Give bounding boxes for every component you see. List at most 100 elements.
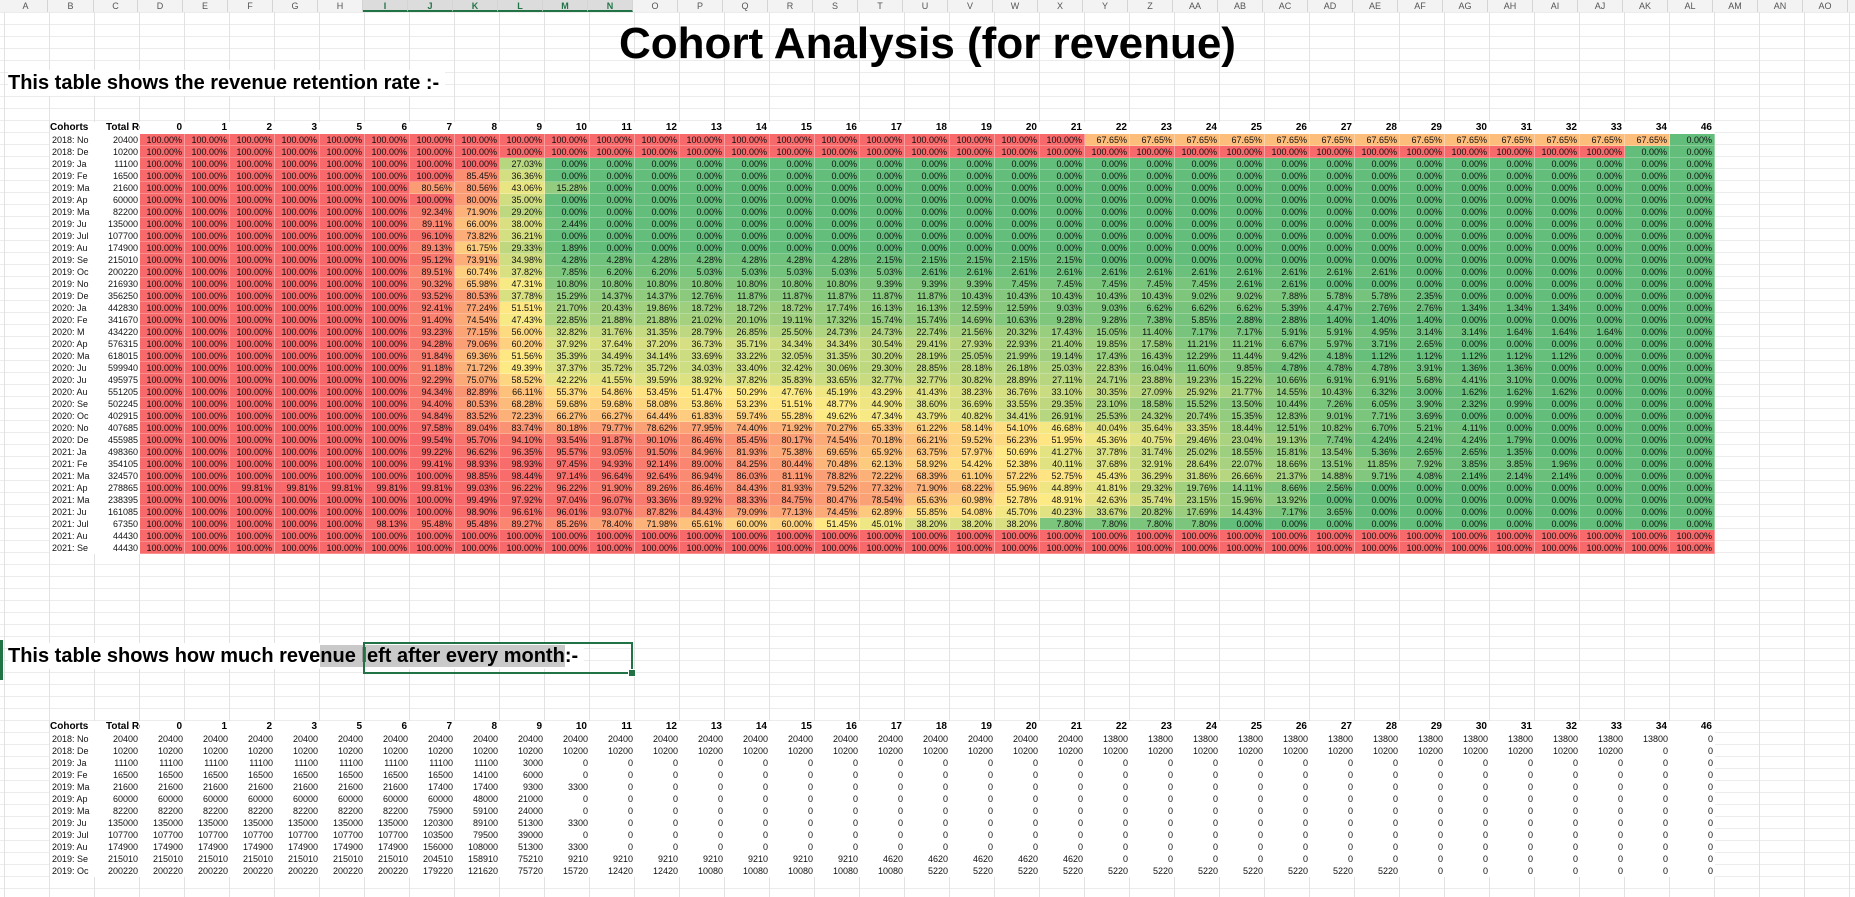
retention-cell[interactable]: 1.40% [1310,314,1355,326]
revenue-cell[interactable]: 200220 [365,865,410,877]
revenue-cell[interactable]: 0 [1445,757,1490,769]
retention-cell[interactable]: 78.40% [590,518,635,530]
retention-cell[interactable]: 92.64% [635,470,680,482]
retention-cell[interactable]: 14.11% [1220,482,1265,494]
retention-cell[interactable]: 58.52% [500,374,545,386]
retention-cell[interactable]: 100.00% [320,422,365,434]
revenue-cell[interactable]: 11100 [140,757,185,769]
retention-cell[interactable]: 100.00% [140,278,185,290]
revenue-cell[interactable]: 11100 [410,757,455,769]
retention-cell[interactable]: 9.28% [1040,314,1085,326]
retention-cell[interactable]: 0.00% [635,230,680,242]
retention-cell[interactable]: 11.21% [1220,338,1265,350]
retention-cell[interactable]: 34.03% [680,362,725,374]
retention-cell[interactable]: 0.00% [905,182,950,194]
retention-cell[interactable]: 6.62% [1220,302,1265,314]
cohort-total[interactable]: 107700 [106,230,140,242]
revenue-cell[interactable]: 16500 [140,769,185,781]
retention-cell[interactable]: 19.23% [1175,374,1220,386]
retention-cell[interactable]: 100.00% [1580,530,1625,542]
retention-cell[interactable]: 0.00% [1130,170,1175,182]
retention-cell[interactable]: 94.93% [590,458,635,470]
retention-cell[interactable]: 67.65% [1355,134,1400,146]
retention-cell[interactable]: 100.00% [590,530,635,542]
retention-cell[interactable]: 7.17% [1265,506,1310,518]
retention-cell[interactable]: 91.84% [410,350,455,362]
revenue-cell[interactable]: 60000 [275,793,320,805]
revenue-cell[interactable]: 0 [770,817,815,829]
month-header[interactable]: 22 [1085,721,1130,733]
revenue-cell[interactable]: 0 [1310,853,1355,865]
revenue-cell[interactable]: 12420 [590,865,635,877]
retention-cell[interactable]: 0.00% [1445,410,1490,422]
retention-cell[interactable]: 0.00% [1130,206,1175,218]
retention-cell[interactable]: 100.00% [275,290,320,302]
revenue-cell[interactable]: 15720 [545,865,590,877]
retention-cell[interactable]: 0.00% [1265,230,1310,242]
retention-cell[interactable]: 5.03% [770,266,815,278]
revenue-cell[interactable]: 10200 [905,745,950,757]
column-letter-ab[interactable]: AB [1218,0,1263,12]
retention-cell[interactable]: 100.00% [320,206,365,218]
revenue-cell[interactable]: 20400 [815,733,860,745]
retention-cell[interactable]: 100.00% [1400,530,1445,542]
cohort-total[interactable]: 215010 [106,853,140,865]
month-header[interactable]: 18 [905,122,950,134]
retention-cell[interactable]: 0.00% [860,230,905,242]
retention-cell[interactable]: 0.00% [1670,218,1715,230]
column-letter-v[interactable]: V [948,0,993,12]
revenue-cell[interactable]: 0 [1490,865,1535,877]
retention-cell[interactable]: 0.00% [1670,278,1715,290]
retention-cell[interactable]: 0.00% [1355,506,1400,518]
retention-cell[interactable]: 0.00% [905,218,950,230]
revenue-cell[interactable]: 21000 [500,793,545,805]
retention-cell[interactable]: 65.92% [860,446,905,458]
revenue-cell[interactable]: 0 [590,817,635,829]
cohort-label[interactable]: 2020: Ju [50,374,106,386]
retention-cell[interactable]: 100.00% [1310,146,1355,158]
retention-cell[interactable]: 11.40% [1130,326,1175,338]
retention-cell[interactable]: 14.37% [635,290,680,302]
revenue-cell[interactable]: 60000 [230,793,275,805]
retention-cell[interactable]: 100.00% [770,146,815,158]
retention-cell[interactable]: 0.00% [1535,290,1580,302]
revenue-cell[interactable]: 0 [770,805,815,817]
retention-cell[interactable]: 100.00% [230,302,275,314]
revenue-cell[interactable]: 5220 [1130,865,1175,877]
retention-cell[interactable]: 72.23% [500,410,545,422]
retention-cell[interactable]: 3.14% [1400,326,1445,338]
retention-cell[interactable]: 78.54% [860,494,905,506]
revenue-cell[interactable]: 0 [1670,841,1715,853]
cohort-label[interactable]: 2021: Jul [50,518,106,530]
revenue-cell[interactable]: 0 [1535,841,1580,853]
revenue-cell[interactable]: 0 [1445,805,1490,817]
retention-cell[interactable]: 100.00% [1400,542,1445,554]
retention-cell[interactable]: 3.10% [1490,374,1535,386]
retention-cell[interactable]: 53.45% [635,386,680,398]
retention-cell[interactable]: 5.03% [860,266,905,278]
retention-cell[interactable]: 0.00% [1040,218,1085,230]
retention-cell[interactable]: 13.50% [1220,398,1265,410]
retention-cell[interactable]: 100.00% [410,194,455,206]
month-header[interactable]: 26 [1265,122,1310,134]
retention-cell[interactable]: 0.00% [770,218,815,230]
retention-cell[interactable]: 0.00% [1580,362,1625,374]
revenue-cell[interactable]: 0 [1625,841,1670,853]
retention-cell[interactable]: 100.00% [365,386,410,398]
retention-cell[interactable]: 0.00% [1265,158,1310,170]
retention-cell[interactable]: 0.00% [1445,278,1490,290]
revenue-cell[interactable]: 11100 [275,757,320,769]
retention-cell[interactable]: 100.00% [320,494,365,506]
revenue-cell[interactable]: 0 [1670,829,1715,841]
retention-cell[interactable]: 100.00% [1175,530,1220,542]
retention-cell[interactable]: 15.74% [905,314,950,326]
retention-cell[interactable]: 100.00% [1265,146,1310,158]
column-letter-i[interactable]: I [363,0,408,12]
revenue-cell[interactable]: 0 [1040,841,1085,853]
retention-cell[interactable]: 83.52% [455,410,500,422]
revenue-cell[interactable]: 0 [725,829,770,841]
revenue-cell[interactable]: 16500 [230,769,275,781]
retention-cell[interactable]: 51.47% [680,386,725,398]
retention-cell[interactable]: 27.11% [1040,374,1085,386]
cohort-total[interactable]: 402915 [106,410,140,422]
